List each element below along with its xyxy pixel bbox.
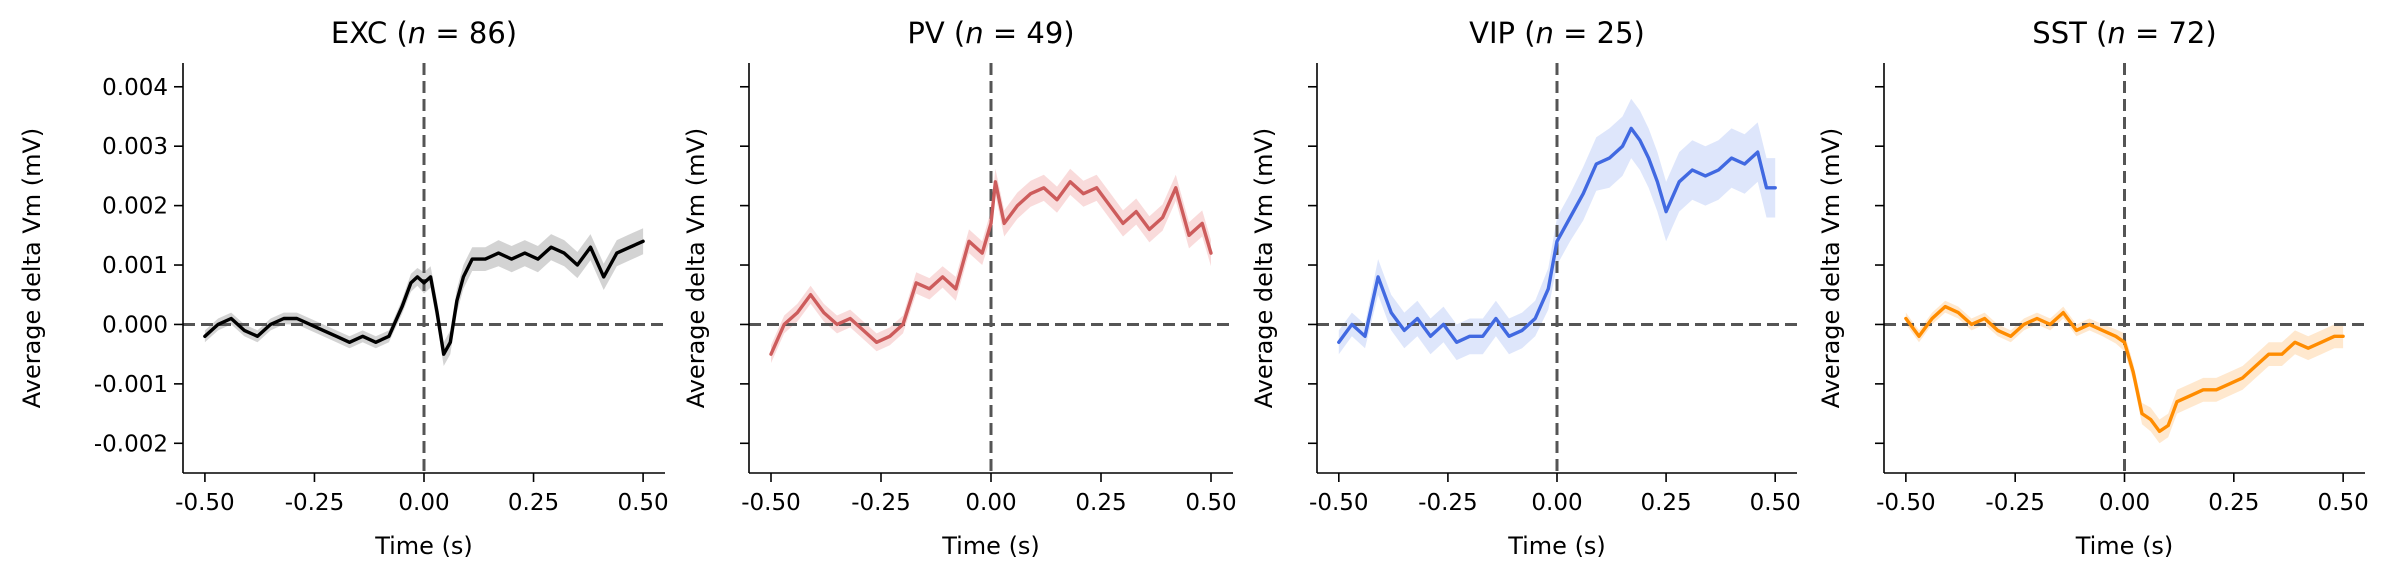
x-tick-label: 0.50 bbox=[617, 490, 668, 516]
y-tick-label: 0.003 bbox=[102, 134, 168, 160]
series-trace bbox=[203, 239, 645, 356]
y-axis-label: Average delta Vm (mV) bbox=[682, 128, 710, 409]
y-axis-label: Average delta Vm (mV) bbox=[18, 128, 46, 409]
x-tick-label: 0.50 bbox=[1750, 490, 1801, 516]
y-tick-label: -0.001 bbox=[94, 372, 168, 398]
error-band bbox=[204, 228, 644, 366]
x-tick-label: -0.50 bbox=[1309, 490, 1369, 516]
y-tick-label: 0.004 bbox=[102, 75, 168, 101]
x-tick-label: 0.50 bbox=[2318, 490, 2369, 516]
error-band bbox=[1905, 300, 2344, 444]
x-tick-label: -0.25 bbox=[1418, 490, 1478, 516]
chart-panel-1: -0.50 -0.25 0.00 0.25 0.50 Time (s) Average de… bbox=[682, 16, 1237, 560]
x-tick-label: -0.25 bbox=[851, 490, 911, 516]
panel-title: EXC (n = 86) bbox=[331, 16, 517, 50]
y-tick-label: -0.002 bbox=[94, 431, 168, 457]
y-tick-label: 0.000 bbox=[102, 312, 168, 338]
panel-title: PV (n = 49) bbox=[907, 16, 1074, 50]
x-tick-label: 0.25 bbox=[2208, 490, 2259, 516]
y-tick-label: 0.001 bbox=[102, 253, 168, 279]
series-trace bbox=[1337, 126, 1777, 344]
series-trace bbox=[1904, 304, 2345, 434]
x-tick-label: -0.25 bbox=[285, 490, 345, 516]
x-tick-label: -0.25 bbox=[1985, 490, 2045, 516]
x-axis-label: Time (s) bbox=[1507, 532, 1606, 560]
x-tick-label: 0.00 bbox=[1531, 490, 1582, 516]
x-tick-label: 0.25 bbox=[508, 490, 559, 516]
x-tick-label: -0.50 bbox=[175, 490, 235, 516]
panel-title: VIP (n = 25) bbox=[1469, 16, 1645, 50]
x-axis-label: Time (s) bbox=[2075, 532, 2174, 560]
x-tick-label: 0.00 bbox=[2099, 490, 2150, 516]
y-tick-label: 0.002 bbox=[102, 194, 168, 220]
chart-panel-2: -0.50 -0.25 0.00 0.25 0.50 Time (s) Average de… bbox=[1250, 16, 1801, 560]
panel-title: SST (n = 72) bbox=[2032, 16, 2216, 50]
x-tick-label: 0.00 bbox=[965, 490, 1016, 516]
series-trace bbox=[769, 180, 1213, 356]
chart-panel-3: -0.50 -0.25 0.00 0.25 0.50 Time (s) Average de… bbox=[1817, 16, 2369, 560]
x-axis-label: Time (s) bbox=[941, 532, 1040, 560]
x-tick-label: 0.50 bbox=[1185, 490, 1236, 516]
y-axis-label: Average delta Vm (mV) bbox=[1250, 128, 1278, 409]
y-axis-label: Average delta Vm (mV) bbox=[1817, 128, 1845, 409]
x-tick-label: 0.25 bbox=[1640, 490, 1691, 516]
x-tick-label: -0.50 bbox=[1876, 490, 1936, 516]
chart-panel-0: -0.50 -0.25 0.00 0.25 0.50 -0.002 -0.001 0.000 0… bbox=[18, 16, 669, 560]
x-tick-label: -0.50 bbox=[741, 490, 801, 516]
x-axis-label: Time (s) bbox=[374, 532, 473, 560]
x-tick-label: 0.25 bbox=[1075, 490, 1126, 516]
x-tick-label: 0.00 bbox=[398, 490, 449, 516]
